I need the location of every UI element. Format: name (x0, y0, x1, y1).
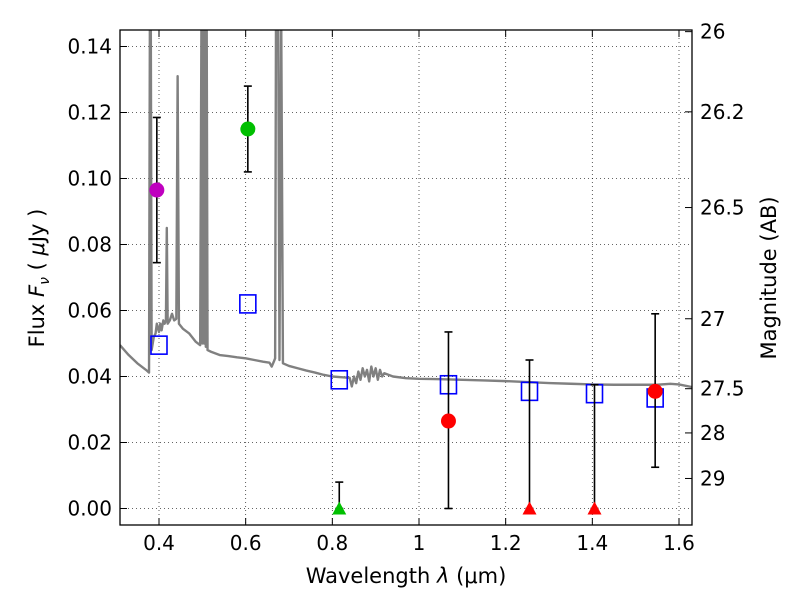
upper-limit-triangle-marker (587, 501, 602, 515)
upper-limit-triangle-marker (522, 501, 537, 515)
x-tick-label: 1.6 (663, 531, 695, 555)
x-tick-label: 1.2 (490, 531, 522, 555)
observed-circle-marker (440, 413, 456, 429)
y-tick-label: 0.12 (67, 101, 112, 125)
y-tick-label: 0.04 (67, 365, 112, 389)
plot-frame (119, 29, 693, 526)
y-tick-label: 0.08 (67, 233, 112, 257)
axis-tick-labels: 0.4 0.6 0.8 1 1.2 1.4 1.6 0.00 0.02 0.04 0.06 0.08 0… (67, 20, 744, 555)
model-square-marker (150, 335, 168, 355)
right-tick-label: 27.5 (700, 377, 745, 401)
right-axis-label: Magnitude (AB) (757, 196, 781, 359)
x-tick-label: 1 (413, 531, 426, 555)
axis-ticks (120, 30, 692, 525)
observed-points-layer (149, 121, 663, 515)
right-tick-label: 28 (700, 421, 725, 445)
observed-circle-marker (647, 383, 663, 399)
y-tick-label: 0.10 (67, 167, 112, 191)
x-tick-label: 0.8 (316, 531, 348, 555)
right-tick-label: 26 (700, 20, 725, 44)
y-tick-label: 0.02 (67, 431, 112, 455)
right-tick-label: 29 (700, 466, 725, 490)
right-tick-label: 26.2 (700, 100, 745, 124)
x-tick-label: 0.4 (143, 531, 175, 555)
x-tick-label: 1.4 (576, 531, 608, 555)
right-tick-label: 27 (700, 307, 725, 331)
y-tick-label: 0.00 (67, 497, 112, 521)
model-square-marker (330, 369, 349, 390)
y-axis-label: Flux Fν ( μJy ) (25, 209, 53, 348)
x-axis-label: Wavelength λ (μm) (306, 564, 507, 588)
y-tick-label: 0.14 (67, 35, 112, 59)
model-square-marker (239, 294, 257, 314)
y-tick-label: 0.06 (67, 299, 112, 323)
right-tick-label: 26.5 (700, 196, 745, 220)
spectrum-line (120, 30, 692, 389)
upper-limit-triangle-marker (332, 501, 347, 515)
x-tick-label: 0.6 (230, 531, 262, 555)
spectrum-layer (120, 30, 692, 389)
observed-circle-marker (240, 121, 256, 137)
observed-circle-marker (149, 182, 165, 198)
